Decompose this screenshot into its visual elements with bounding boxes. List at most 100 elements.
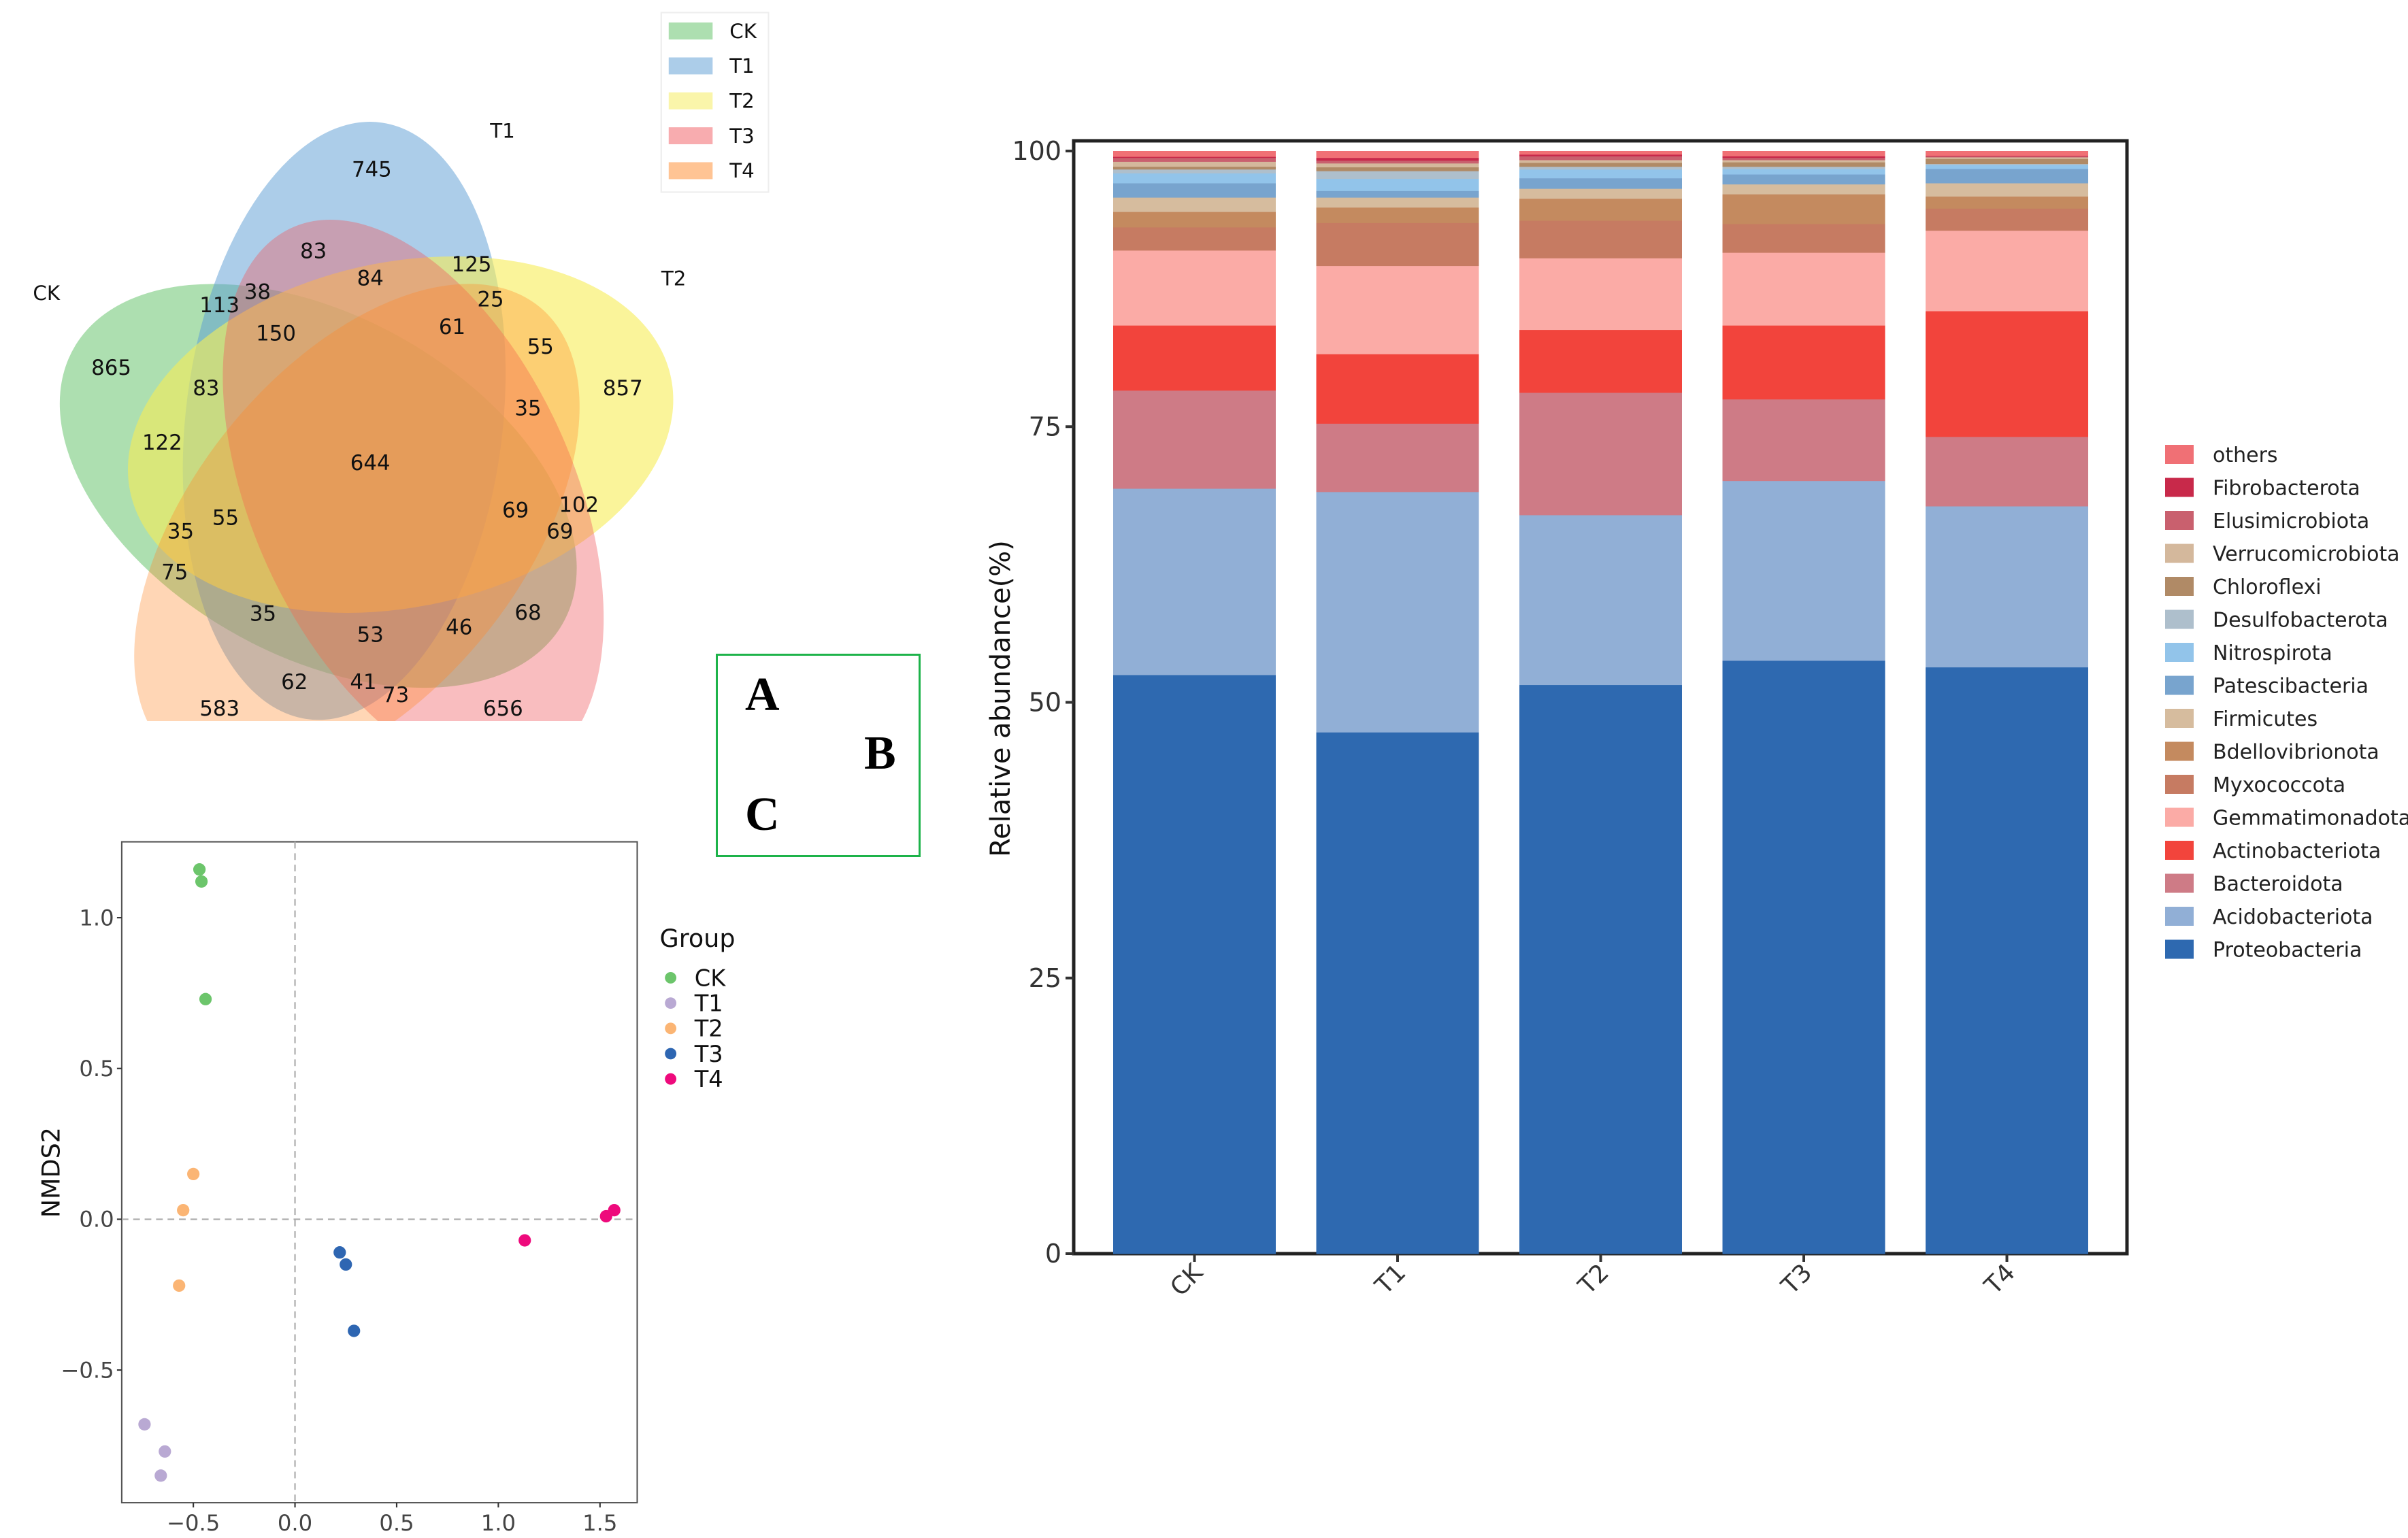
bar-segment-others: [1316, 151, 1479, 158]
bar-segment-nitrospirota: [1722, 168, 1885, 175]
legend-marker: [665, 1048, 677, 1060]
venn-region-count: 69: [502, 499, 529, 523]
bar-segment-verrucomicrobiota: [1316, 163, 1479, 168]
legend-swatch: [2165, 544, 2194, 563]
scatter-point-ck: [193, 863, 206, 876]
bar-segment-bdellovibrionota: [1722, 194, 1885, 224]
bar-segment-nitrospirota: [1316, 178, 1479, 191]
legend-swatch: [2165, 873, 2194, 893]
legend-label: Verrucomicrobiota: [2213, 543, 2400, 567]
venn-legend-swatch: [668, 127, 713, 145]
panel-label-b: B: [864, 727, 896, 780]
scatter-point-t2: [177, 1203, 190, 1217]
venn-region-count: 55: [212, 506, 239, 531]
bar-segment-fibrobacterota: [1519, 154, 1682, 156]
y-tick-label: 50: [1029, 688, 1061, 718]
bar-segment-fibrobacterota: [1926, 155, 2088, 156]
legend-label: Bacteroidota: [2213, 873, 2343, 897]
legend-swatch: [2165, 511, 2194, 530]
bar-segment-myxococcota: [1926, 208, 2088, 231]
venn-set-t2: [127, 256, 674, 613]
venn-legend-label: T1: [729, 54, 755, 78]
legend-label: Proteobacteria: [2213, 939, 2362, 963]
legend-label: Desulfobacterota: [2213, 609, 2388, 633]
bar-segment-myxococcota: [1316, 222, 1479, 267]
legend-label: Fibrobacterota: [2213, 477, 2360, 501]
scatter-point-t4: [518, 1234, 531, 1247]
bar-segment-gemmatimonadota: [1519, 258, 1682, 331]
plot-panel: [120, 841, 638, 1504]
legend-label: T2: [694, 1016, 723, 1042]
legend-label: T3: [694, 1041, 723, 1067]
panel-label-box: A B C: [716, 654, 921, 857]
venn-set-t3: [222, 220, 604, 721]
bar-segment-chloroflexi: [1926, 158, 2088, 165]
legend-label: Patescibacteria: [2213, 675, 2369, 699]
legend-swatch: [2165, 478, 2194, 497]
scatter-point-t3: [348, 1324, 361, 1337]
venn-region-count: 35: [250, 601, 276, 626]
y-tick-label: 0: [1045, 1239, 1061, 1269]
y-axis-title: Relative abundance(%): [985, 540, 1017, 857]
bar-segment-acidobacteriota: [1316, 491, 1479, 733]
venn-legend-label: T3: [729, 124, 755, 148]
bar-segment-actinobacteriota: [1722, 325, 1885, 400]
venn-region-count: 73: [382, 683, 409, 707]
venn-region-count: 38: [244, 280, 271, 304]
legend-marker: [665, 1073, 677, 1085]
venn-set-t4: [134, 284, 580, 721]
legend-title: Group: [659, 924, 735, 953]
venn-region-count: 41: [350, 670, 376, 695]
venn-legend-swatch: [668, 162, 713, 180]
bar-segment-fibrobacterota: [1316, 157, 1479, 161]
venn-legend-swatch: [668, 57, 713, 75]
y-tick-label: −0.5: [61, 1357, 114, 1383]
legend-swatch: [2165, 445, 2194, 464]
legend-swatch: [2165, 609, 2194, 629]
legend-label: T1: [694, 990, 723, 1017]
legend-label: Myxococcota: [2213, 773, 2345, 797]
venn-region-count: 83: [300, 239, 327, 263]
venn-region-count: 656: [483, 697, 523, 721]
legend-label: T4: [694, 1066, 723, 1092]
bar-segment-proteobacteria: [1519, 684, 1682, 1254]
venn-region-count: 122: [142, 431, 182, 455]
bar-segment-bacteroidota: [1519, 392, 1682, 516]
bar-segment-desulfobacterota: [1113, 169, 1276, 173]
bar-segment-acidobacteriota: [1113, 488, 1276, 675]
bar-segment-bdellovibrionota: [1519, 198, 1682, 221]
bar-segment-patescibacteria: [1926, 168, 2088, 184]
bar-segment-fibrobacterota: [1113, 156, 1276, 158]
bar-segment-actinobacteriota: [1926, 311, 2088, 437]
scatter-point-t2: [173, 1279, 186, 1292]
nmds-scatter-plot: −0.50.00.51.01.5−0.50.00.51.0NMDS1 Stres…: [37, 841, 736, 1536]
x-tick-label: 0.0: [278, 1510, 312, 1536]
legend-label: Bdellovibrionota: [2213, 741, 2379, 765]
y-tick-label: 25: [1029, 963, 1061, 993]
venn-region-count: 84: [357, 267, 384, 291]
legend-marker: [665, 1022, 677, 1035]
bar-segment-elusimicrobiota: [1519, 156, 1682, 161]
bar-segment-firmicutes: [1316, 197, 1479, 208]
legend-label: Nitrospirota: [2213, 641, 2332, 665]
bar-segment-patescibacteria: [1519, 178, 1682, 189]
legend-swatch: [2165, 643, 2194, 662]
venn-region-count: 75: [161, 561, 188, 585]
bar-segment-patescibacteria: [1316, 190, 1479, 198]
legend-marker: [665, 972, 677, 984]
bar-segment-firmicutes: [1519, 188, 1682, 199]
scatter-point-t1: [138, 1418, 151, 1431]
bar-segment-actinobacteriota: [1113, 325, 1276, 391]
legend-swatch: [2165, 907, 2194, 926]
x-tick-label: 0.5: [379, 1510, 414, 1536]
bar-segment-desulfobacterota: [1722, 166, 1885, 169]
venn-region-count: 150: [256, 321, 296, 346]
bar-segment-proteobacteria: [1316, 732, 1479, 1254]
bar-segment-patescibacteria: [1113, 183, 1276, 198]
bar-segment-gemmatimonadota: [1113, 250, 1276, 326]
panel-label-c: C: [745, 788, 780, 841]
venn-region-count: 68: [514, 601, 541, 625]
venn-region-count: 745: [352, 158, 392, 182]
scatter-point-ck: [195, 875, 208, 888]
